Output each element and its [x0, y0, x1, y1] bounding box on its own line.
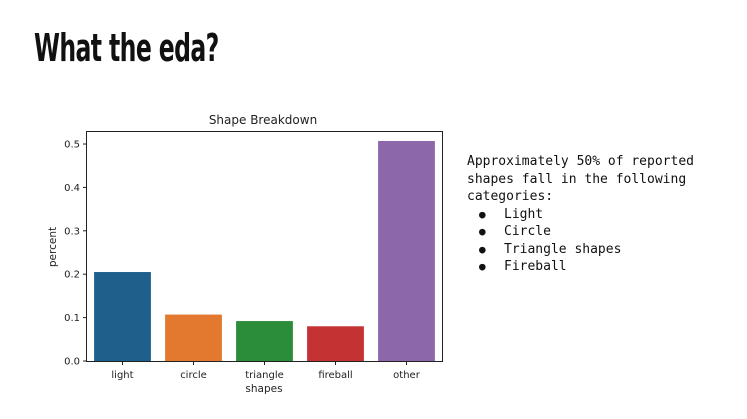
- notes-panel: Approximately 50% of reported shapes fal…: [467, 153, 737, 276]
- bar-other: [378, 140, 435, 361]
- y-tick-label: 0.0: [64, 357, 80, 368]
- y-tick-label: 0.4: [64, 183, 80, 194]
- bar-circle: [165, 314, 222, 361]
- y-tick-label: 0.2: [64, 270, 80, 281]
- bars-group: [94, 140, 435, 361]
- x-tick-label: fireball: [318, 370, 352, 381]
- y-tick-label: 0.1: [64, 313, 80, 324]
- x-tick-label: other: [393, 370, 421, 381]
- notes-list: Light Circle Triangle shapes Fireball: [467, 206, 737, 276]
- x-axis-label: shapes: [245, 383, 282, 395]
- x-tick-label: circle: [180, 370, 207, 381]
- bar-fireball: [307, 326, 364, 361]
- plot-frame: [86, 131, 443, 362]
- notes-bullet: Fireball: [467, 258, 737, 276]
- x-axis-ticks: light circle triangle fireball other: [111, 361, 421, 381]
- x-tick-label: triangle: [245, 370, 284, 381]
- y-axis-ticks: 0.0 0.1 0.2 0.3 0.4 0.5: [64, 140, 87, 368]
- bar-light: [94, 272, 151, 361]
- y-axis-label: percent: [47, 227, 59, 267]
- chart-title: Shape Breakdown: [209, 113, 317, 127]
- x-tick-label: light: [111, 370, 133, 381]
- notes-bullet: Circle: [467, 223, 737, 241]
- notes-bullet: Light: [467, 206, 737, 224]
- bar-triangle: [236, 321, 293, 361]
- notes-bullet: Triangle shapes: [467, 241, 737, 259]
- slide-title: What the eda?: [34, 26, 219, 70]
- notes-intro: Approximately 50% of reported shapes fal…: [467, 154, 694, 204]
- y-tick-label: 0.3: [64, 226, 80, 237]
- y-tick-label: 0.5: [64, 140, 80, 151]
